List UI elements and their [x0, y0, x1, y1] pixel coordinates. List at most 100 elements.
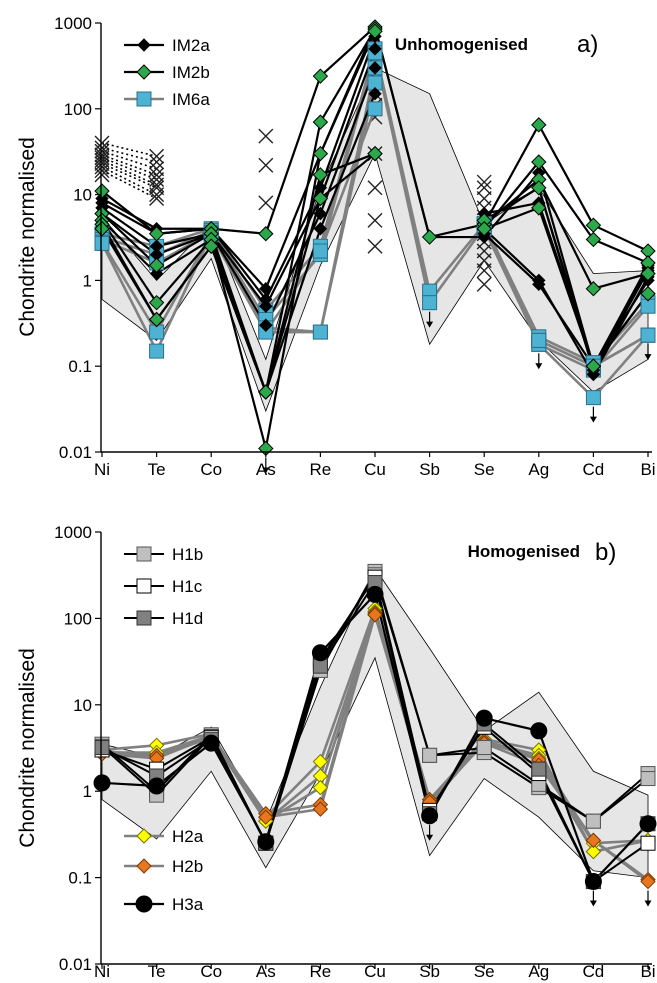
data-point-h1b — [422, 747, 438, 763]
legend-marker — [137, 38, 151, 52]
cross-marker — [476, 276, 492, 292]
legend-label: H2b — [172, 857, 203, 876]
legend-marker — [136, 546, 152, 562]
data-point-h2b — [258, 809, 274, 825]
cross-marker — [149, 171, 165, 187]
data-point-im6a — [312, 243, 328, 259]
data-point-h1d — [94, 740, 110, 756]
below-detection-arrow — [644, 344, 652, 361]
cross-marker — [149, 148, 165, 164]
y-tick-label: 0.1 — [68, 869, 92, 888]
data-point-h3a — [148, 777, 166, 795]
data-point-im6a — [640, 327, 656, 343]
legend-label: H3a — [172, 895, 204, 914]
cross-marker — [149, 180, 165, 196]
panel-a-detection-arrows — [262, 311, 652, 474]
cross-marker — [94, 156, 110, 172]
legend-item-h2a: H2a — [124, 827, 204, 846]
legend-label: H1b — [172, 545, 203, 564]
data-point-im2a — [368, 86, 382, 101]
x-tick-label: Ni — [94, 460, 110, 479]
data-point-h3a — [93, 774, 111, 792]
cross-dotted-link — [101, 166, 157, 196]
data-point-h2b — [367, 607, 383, 623]
cross-marker — [94, 159, 110, 175]
y-tick-label: 1 — [83, 271, 92, 290]
x-tick-label: As — [256, 962, 276, 981]
data-point-h1b — [640, 771, 656, 787]
panel-b: Chondrite normalised Homogenised b) 0.01… — [16, 523, 657, 981]
data-point-h3a — [311, 644, 329, 662]
panel-a-title: Unhomogenised — [395, 35, 528, 54]
data-point-im2b — [585, 281, 602, 297]
data-point-h2b — [640, 873, 656, 890]
series-line-im2a — [101, 67, 649, 376]
data-point-im2b — [312, 167, 329, 183]
data-point-im2a — [259, 299, 273, 313]
panel-a: Chondrite normalised Unhomogenised a) 0.… — [16, 14, 656, 479]
y-tick-label: 0.01 — [59, 955, 92, 974]
data-point-im2b — [94, 221, 110, 237]
data-point-im2b — [148, 294, 165, 311]
x-tick-label: As — [256, 460, 276, 479]
x-tick-label: Ni — [94, 962, 110, 981]
y-tick-label: 100 — [64, 609, 92, 628]
cross-marker — [476, 180, 492, 196]
cross-marker — [476, 174, 492, 190]
data-point-h1b — [585, 813, 601, 829]
data-point-h1b — [476, 740, 492, 756]
x-tick-label: Bi — [640, 962, 655, 981]
x-tick-label: Bi — [640, 460, 655, 479]
cross-dotted-link — [101, 169, 157, 200]
data-point-im2a — [313, 222, 328, 236]
x-tick-label: Ag — [528, 962, 549, 981]
legend-item-h3a: H3a — [124, 895, 204, 914]
panel-b-legend: H1b H1c H1d H2a H2b H3a — [124, 545, 204, 914]
cross-marker — [149, 161, 165, 177]
data-point-im2b — [585, 217, 602, 233]
below-detection-arrow — [589, 406, 597, 423]
legend-item-h2b: H2b — [124, 857, 203, 876]
data-point-im2b — [148, 226, 165, 242]
data-point-im2b — [148, 311, 165, 328]
data-point-im2b — [476, 221, 492, 237]
data-point-im2b — [640, 265, 656, 282]
x-tick-label: Te — [148, 460, 166, 479]
series-line-im2b — [101, 30, 649, 450]
data-point-h2a — [312, 779, 329, 796]
cross-marker — [149, 154, 165, 170]
data-point-im6a — [367, 101, 383, 117]
data-point-im2b — [585, 358, 602, 374]
legend-label: H2a — [172, 827, 204, 846]
legend-item-im2a: IM2a — [124, 36, 210, 55]
data-point-h3a — [366, 585, 384, 603]
below-detection-arrow — [589, 890, 597, 907]
below-detection-arrow — [644, 890, 652, 907]
cross-marker — [94, 135, 110, 151]
data-point-h3a — [257, 833, 275, 851]
legend-marker — [136, 91, 152, 107]
x-tick-label: Te — [148, 962, 166, 981]
x-tick-label: Se — [474, 460, 495, 479]
legend-label: H1d — [172, 609, 203, 628]
x-tick-label: Re — [310, 460, 332, 479]
data-point-h2b — [312, 801, 329, 817]
cross-marker — [94, 163, 110, 179]
data-point-im2a — [586, 367, 601, 382]
panel-a-axes: 0.01 0.1 1 10 100 1000 Ni Te Co As Re Cu Sb Se Ag Cd Bi — [54, 14, 655, 479]
panel-b-y-axis-title: Chondrite normalised — [16, 648, 39, 848]
data-point-h3a — [421, 807, 439, 825]
legend-item-im6a: IM6a — [124, 90, 210, 109]
data-point-im2b — [531, 154, 547, 170]
y-tick-label: 1 — [83, 782, 92, 801]
legend-label: H1c — [172, 577, 203, 596]
data-point-im6a — [94, 235, 110, 251]
legend-marker — [136, 828, 152, 844]
series-line-im6a — [100, 108, 649, 368]
panel-a-markers — [94, 19, 656, 457]
y-tick-label: 1000 — [54, 14, 92, 33]
data-point-im2a — [149, 266, 164, 281]
x-tick-label: Cu — [364, 962, 386, 981]
panel-a-legend: IM2a IM2b IM6a — [124, 36, 210, 109]
cross-dotted-link — [101, 147, 157, 163]
